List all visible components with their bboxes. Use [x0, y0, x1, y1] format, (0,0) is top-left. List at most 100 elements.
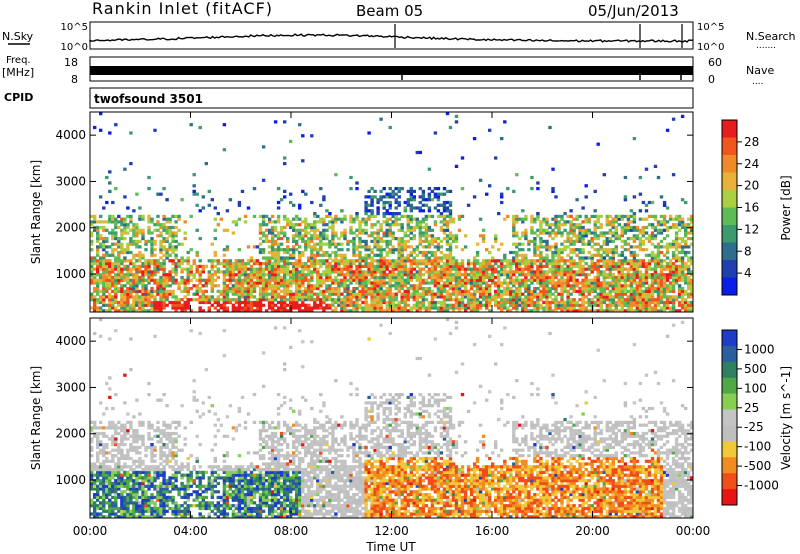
power-cell — [231, 262, 236, 266]
power-cell — [102, 287, 106, 291]
power-cell — [295, 214, 299, 218]
power-cell — [481, 270, 486, 274]
power-cell — [328, 306, 332, 310]
power-cell — [102, 267, 106, 271]
power-cell — [141, 298, 145, 302]
power-cell — [602, 275, 606, 280]
power-cell — [255, 278, 260, 282]
power-cell — [99, 267, 103, 271]
power-cell — [355, 281, 359, 285]
power-cell — [433, 192, 438, 196]
power-cell — [334, 242, 338, 246]
power-cell — [243, 303, 248, 307]
power-cell — [575, 253, 579, 257]
power-cell — [575, 225, 579, 230]
power-cell — [427, 206, 432, 210]
power-cell — [684, 225, 688, 230]
power-cell — [536, 300, 540, 305]
power-cell — [590, 278, 594, 282]
power-cell — [623, 259, 628, 263]
power-cell — [602, 231, 606, 235]
power-cell — [454, 303, 459, 307]
power-cell — [530, 217, 534, 221]
power-cell — [361, 245, 365, 249]
power-cell — [111, 303, 115, 307]
power-cell — [412, 189, 416, 193]
velocity-cell — [99, 479, 103, 483]
velocity-cell — [99, 420, 103, 424]
power-cell — [273, 289, 278, 293]
power-cell — [337, 270, 341, 274]
power-cell — [198, 270, 202, 274]
power-cell — [641, 298, 646, 302]
power-cell — [367, 209, 371, 213]
power-cell — [358, 278, 362, 282]
power-cell — [370, 284, 374, 288]
power-cell — [189, 267, 193, 271]
power-cell — [626, 289, 631, 293]
power-cell — [177, 242, 181, 246]
power-cell — [207, 278, 211, 282]
velocity-cell — [102, 465, 106, 469]
power-cell — [650, 284, 655, 288]
power-cell — [123, 237, 127, 241]
power-cell — [536, 303, 540, 307]
power-cell — [361, 281, 365, 285]
power-cell — [620, 303, 624, 307]
power-cell — [485, 259, 489, 263]
power-cell — [611, 223, 615, 227]
power-cell — [418, 262, 422, 266]
power-cell — [358, 273, 362, 277]
velocity-cell — [102, 504, 106, 508]
power-cell — [346, 248, 350, 252]
power-cell — [566, 306, 570, 310]
power-cell — [132, 264, 136, 268]
power-cell — [177, 262, 181, 266]
power-cell — [690, 273, 693, 277]
power-cell — [162, 239, 166, 243]
power-cell — [635, 284, 640, 288]
power-cell — [454, 239, 459, 243]
power-cell — [99, 256, 103, 260]
power-cell — [451, 287, 456, 291]
power-cell — [551, 275, 555, 280]
power-cell — [346, 298, 350, 302]
power-cell — [168, 220, 172, 224]
power-cell — [207, 259, 211, 263]
power-cell — [355, 267, 359, 271]
power-cell — [659, 195, 664, 199]
power-cell — [521, 231, 525, 235]
power-cell — [629, 289, 634, 293]
power-cell — [391, 195, 395, 199]
power-cell — [684, 228, 688, 232]
power-cell — [542, 239, 546, 243]
power-cell — [650, 273, 655, 277]
power-cell — [481, 275, 486, 280]
power-cell — [328, 212, 332, 216]
power-cell — [620, 292, 624, 296]
power-cell — [258, 281, 263, 285]
power-cell — [286, 245, 290, 249]
power-cell — [258, 275, 263, 280]
power-cell — [352, 303, 356, 307]
power-cell — [328, 253, 332, 257]
power-cell — [512, 214, 516, 218]
power-cell — [292, 278, 296, 282]
power-cell — [120, 295, 124, 299]
power-cell — [301, 289, 305, 293]
power-cell — [370, 309, 374, 312]
power-cell — [674, 256, 679, 260]
power-cell — [340, 231, 344, 235]
power-cell — [276, 267, 281, 271]
power-cell — [325, 267, 329, 271]
power-cell — [494, 298, 498, 302]
power-cell — [304, 242, 308, 246]
power-cell — [325, 228, 329, 232]
power-cell — [126, 270, 130, 274]
power-cell — [427, 209, 432, 213]
power-cell — [442, 300, 447, 305]
power-cell — [656, 259, 661, 263]
power-cell — [653, 225, 658, 230]
power-cell — [388, 295, 392, 299]
power-cell — [255, 298, 260, 302]
